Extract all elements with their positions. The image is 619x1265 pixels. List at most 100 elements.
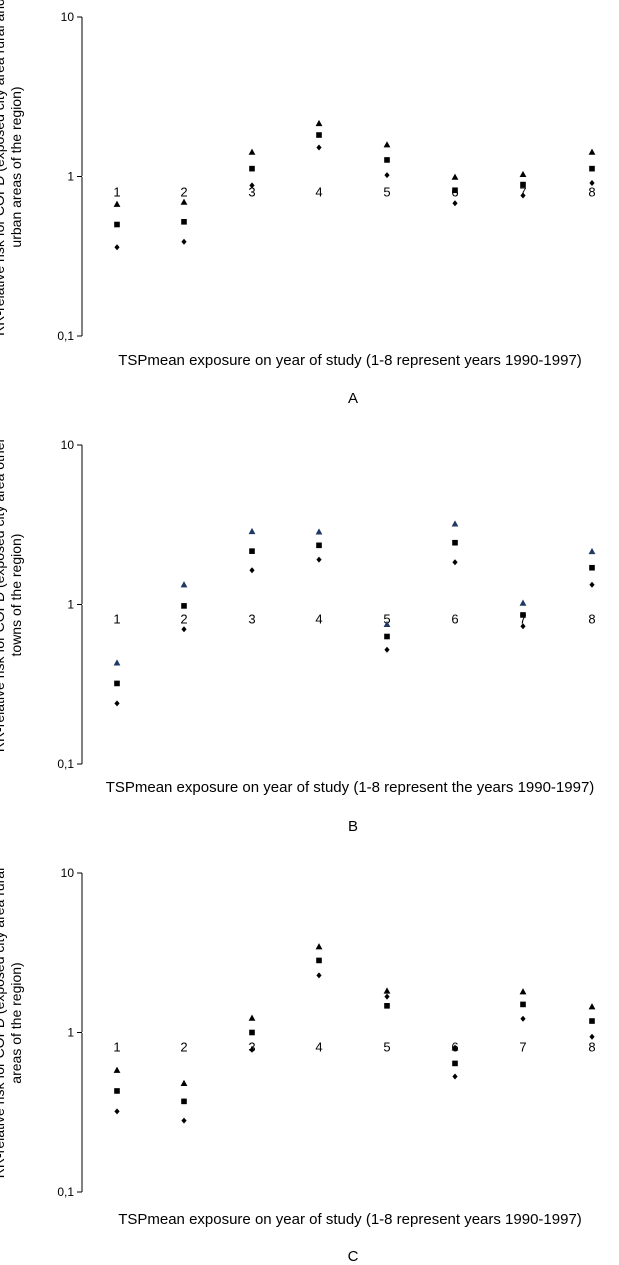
data-point-square xyxy=(384,157,390,163)
x-category-label: 5 xyxy=(383,612,390,627)
data-point-diamond xyxy=(520,1015,526,1022)
y-tick-label: 0,1 xyxy=(57,757,74,771)
data-point-diamond xyxy=(384,646,390,653)
data-point-triangle xyxy=(180,581,188,588)
x-category-label: 3 xyxy=(248,612,255,627)
x-axis-title-b: TSPmean exposure on year of study (1-8 r… xyxy=(105,779,595,796)
x-category-label: 8 xyxy=(588,612,595,627)
panel-label-a: A xyxy=(347,390,358,407)
x-category-label: 2 xyxy=(180,1040,187,1055)
y-tick-label: 10 xyxy=(61,438,75,452)
data-point-square xyxy=(316,957,322,964)
data-point-square xyxy=(589,165,595,172)
data-point-square xyxy=(520,181,526,188)
data-point-triangle xyxy=(180,1079,188,1086)
data-point-triangle xyxy=(248,527,256,535)
x-category-label: 2 xyxy=(180,185,187,200)
data-point-triangle xyxy=(588,148,596,155)
data-point-diamond xyxy=(316,144,322,151)
data-point-triangle xyxy=(315,943,323,950)
x-category-label: 4 xyxy=(315,185,322,200)
data-point-diamond xyxy=(589,180,595,187)
x-category-label: 8 xyxy=(588,1040,595,1055)
panel-label-b: B xyxy=(347,818,358,835)
data-point-diamond xyxy=(181,626,187,633)
data-point-diamond xyxy=(114,700,120,707)
data-point-triangle xyxy=(588,547,596,555)
data-point-triangle xyxy=(315,528,323,535)
y-tick-label: 10 xyxy=(61,866,75,880)
data-point-square xyxy=(589,1018,595,1024)
y-tick-label: 10 xyxy=(61,10,75,24)
data-point-triangle xyxy=(113,659,121,666)
data-point-diamond xyxy=(114,244,120,251)
panel-label-c: C xyxy=(347,1248,359,1265)
data-point-square xyxy=(249,548,255,554)
data-point-diamond xyxy=(520,623,526,630)
data-point-diamond xyxy=(316,556,322,563)
y-axis-title-text-a: RR-relative risk for COPD (exposed city … xyxy=(0,0,24,336)
data-point-square xyxy=(452,539,458,546)
data-point-triangle xyxy=(113,1066,121,1073)
data-point-diamond xyxy=(249,567,255,574)
x-category-label: 4 xyxy=(315,1040,322,1055)
data-point-triangle xyxy=(519,170,527,178)
x-category-label: 7 xyxy=(519,185,526,200)
data-point-diamond xyxy=(589,581,595,588)
y-tick-label: 0,1 xyxy=(57,329,74,343)
x-category-label: 7 xyxy=(519,612,526,627)
data-point-triangle xyxy=(315,119,323,127)
data-point-diamond xyxy=(249,1046,255,1053)
data-point-diamond xyxy=(589,1033,595,1040)
data-point-triangle xyxy=(383,987,391,994)
data-point-square xyxy=(520,1001,526,1008)
data-point-diamond xyxy=(181,238,187,245)
y-tick-label: 0,1 xyxy=(57,1185,74,1199)
data-point-triangle xyxy=(588,1003,596,1010)
x-axis-title-c: TSPmean exposure on year of study (1-8 r… xyxy=(118,1211,582,1228)
data-point-square xyxy=(181,218,187,225)
data-point-triangle xyxy=(180,198,188,205)
data-point-diamond xyxy=(249,182,255,189)
y-tick-label: 1 xyxy=(67,598,74,612)
y-axis-title-text-b: RR-relative risk for COPD (exposed city … xyxy=(0,437,24,753)
x-category-label: 1 xyxy=(113,1040,120,1055)
data-point-square xyxy=(181,1098,187,1105)
data-point-diamond xyxy=(520,192,526,199)
data-point-square xyxy=(249,165,255,172)
data-point-square xyxy=(249,1029,255,1036)
data-point-triangle xyxy=(383,141,391,148)
data-point-triangle xyxy=(113,200,121,207)
chart-panel-b: 0,1 1 10 1 2 3 4 5 6 7 8 RR-relative risk for COPD… xyxy=(0,428,619,848)
data-point-diamond xyxy=(452,559,458,566)
x-category-label: 5 xyxy=(383,1040,390,1055)
data-point-square xyxy=(316,542,322,549)
data-point-diamond xyxy=(452,200,458,207)
x-category-label: 4 xyxy=(315,612,322,627)
y-tick-label: 1 xyxy=(67,170,74,184)
data-point-square xyxy=(181,603,187,609)
data-point-square xyxy=(114,221,120,228)
data-point-square xyxy=(316,132,322,138)
x-category-label: 1 xyxy=(113,612,120,627)
y-tick-label: 1 xyxy=(67,1026,74,1040)
data-point-triangle xyxy=(248,148,256,155)
data-point-square xyxy=(114,680,120,687)
x-axis-title-a: TSPmean exposure on year of study (1-8 r… xyxy=(118,352,582,369)
x-category-label: 2 xyxy=(180,612,187,627)
data-point-diamond xyxy=(384,993,390,1000)
data-point-triangle xyxy=(519,599,527,606)
data-point-triangle xyxy=(451,520,459,527)
x-category-label: 5 xyxy=(383,185,390,200)
data-point-square xyxy=(384,1003,390,1009)
x-category-label: 1 xyxy=(113,185,120,200)
data-point-square xyxy=(589,564,595,571)
x-category-label: 6 xyxy=(451,612,458,627)
data-point-square xyxy=(520,612,526,618)
data-point-square xyxy=(452,187,458,194)
data-point-diamond xyxy=(384,172,390,179)
